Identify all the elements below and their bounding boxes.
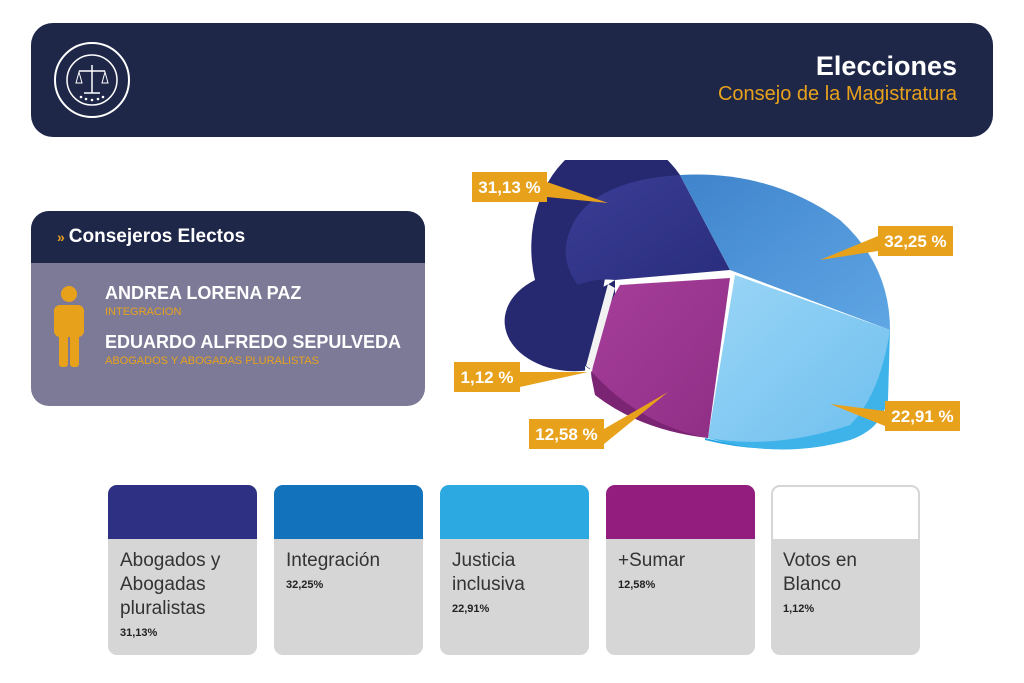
legend-percent: 32,25%	[286, 579, 324, 591]
legend-name-line: +Sumar	[618, 550, 686, 571]
slice-wall-blanco	[585, 366, 592, 396]
legend-name: +Sumar	[606, 539, 755, 573]
slice-abogados	[565, 175, 730, 285]
slice-justicia	[708, 275, 890, 442]
callout-pointer	[830, 404, 885, 426]
legend-name-line: Integración	[286, 550, 381, 571]
slice-value-label: 12,58 %	[535, 425, 597, 444]
member-name: EDUARDO ALFREDO SEPULVEDA	[105, 332, 402, 352]
legend-name: Integración	[274, 539, 423, 573]
results-pie-chart: 31,13 % 32,25 % 22,91 % 12,58 % 1,12 %	[454, 160, 960, 450]
callout-pointer	[604, 392, 668, 444]
slice-blanco	[586, 284, 615, 370]
legend-name-line: Abogadas	[120, 574, 206, 595]
callout-pointer	[820, 236, 878, 260]
legend-swatch	[274, 485, 423, 539]
callout-box	[529, 419, 604, 449]
slice-value-label: 22,91 %	[891, 407, 953, 426]
slice-value-label: 32,25 %	[884, 232, 946, 251]
callout-box	[878, 226, 953, 256]
elected-panel-header: » Consejeros Electos	[31, 211, 425, 263]
header-banner: Elecciones Consejo de la Magistratura	[31, 23, 993, 137]
chevron-right-icon: »	[57, 229, 65, 245]
legend-percent: 1,12%	[783, 603, 815, 615]
member-list: ABOGADOS Y ABOGADAS PLURALISTAS	[105, 355, 319, 367]
legend-name: Abogados y Abogadas pluralistas	[108, 539, 257, 621]
legend-percent: 31,13%	[120, 627, 158, 639]
legend-name: Votos en Blanco	[771, 539, 920, 597]
legend-percent: 22,91%	[452, 603, 490, 615]
legend-card: Abogados y Abogadas pluralistas 31,13%	[108, 485, 257, 655]
callout-box	[885, 401, 960, 431]
legend-swatch	[771, 485, 920, 539]
elected-panel: » Consejeros Electos ANDREA LORENA PAZ IN…	[31, 211, 425, 406]
slice-integracion	[680, 174, 890, 330]
legend-card: Justicia inclusiva 22,91%	[440, 485, 589, 655]
legend-name-line: inclusiva	[452, 574, 525, 595]
judicial-seal-logo	[54, 42, 130, 118]
legend-name-line: Justicia	[452, 550, 516, 571]
legend-card: Integración 32,25%	[274, 485, 423, 655]
legend-card: Votos en Blanco 1,12%	[771, 485, 920, 655]
slice-sumar	[592, 278, 730, 438]
person-icon	[54, 286, 84, 367]
callout-pointer	[520, 372, 588, 387]
page-subtitle: Consejo de la Magistratura	[717, 83, 957, 105]
slice-value-label: 31,13 %	[478, 178, 540, 197]
member-name: ANDREA LORENA PAZ	[105, 283, 302, 303]
callout-box	[472, 172, 547, 202]
callout-box	[454, 362, 520, 392]
legend-name-line: pluralistas	[120, 598, 206, 619]
legend-swatch	[606, 485, 755, 539]
elected-panel-title: Consejeros Electos	[68, 226, 246, 247]
legend-name: Justicia inclusiva	[440, 539, 589, 597]
slice-value-label: 1,12 %	[461, 368, 514, 387]
legend-name-line: Votos en	[783, 550, 857, 571]
legend-name-line: Blanco	[783, 574, 842, 595]
legend-name-line: Abogados y	[120, 550, 221, 571]
legend-percent: 12,58%	[618, 579, 656, 591]
legend-swatch	[440, 485, 589, 539]
callout-pointer	[547, 182, 608, 203]
legend-card: +Sumar 12,58%	[606, 485, 755, 655]
legend-swatch	[108, 485, 257, 539]
page-title: Elecciones	[815, 51, 957, 81]
member-list: INTEGRACION	[105, 306, 182, 318]
